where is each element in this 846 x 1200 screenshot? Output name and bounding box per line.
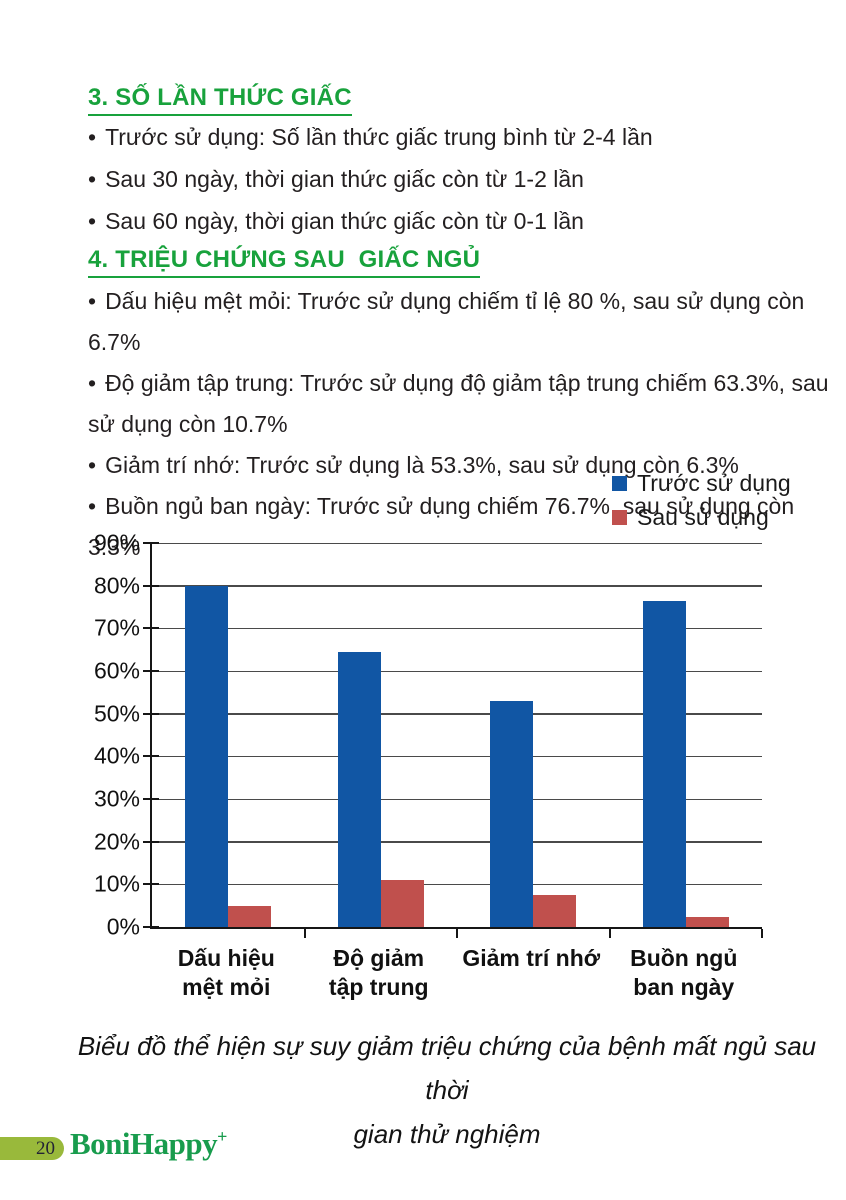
legend-swatch-red — [612, 510, 627, 525]
list-item-text: Giảm trí nhớ: Trước sử dụng là 53.3%, sa… — [105, 452, 739, 478]
chart-legend: Trước sử dụng Sau sử dụng — [612, 470, 791, 538]
list-item-text: Độ giảm tập trung: Trước sử dụng độ giảm… — [88, 370, 829, 437]
gridline — [152, 627, 762, 630]
list-item: • Sau 30 ngày, thời gian thức giấc còn từ… — [88, 158, 836, 200]
bar-Sau sử dụng — [380, 880, 424, 927]
gridline — [152, 585, 762, 587]
y-axis-label: 60% — [93, 657, 140, 684]
bar-group — [610, 543, 763, 927]
list-item-text: Dấu hiệu mệt mỏi: Trước sử dụng chiếm tỉ… — [88, 288, 805, 355]
gridline — [152, 841, 762, 843]
page-number-pill: 20 — [0, 1137, 64, 1160]
y-axis-tick — [143, 542, 159, 544]
gridline — [152, 542, 762, 544]
y-axis-label: 90% — [93, 529, 140, 556]
bar-chart-plot-area: 0% 10% 20% 30% 40% 50% 60% 70% 80% 90% — [94, 531, 763, 938]
chart-caption: Biểu đồ thể hiện sự suy giảm triệu chứng… — [77, 1031, 817, 1149]
legend-label: Sau sử dụng — [637, 504, 769, 530]
y-axis-label: 50% — [93, 700, 140, 727]
x-axis-tick — [608, 929, 611, 938]
bullet-marker: • — [88, 166, 97, 192]
bar-Trước sử dụng — [642, 600, 686, 927]
y-axis-label: 20% — [93, 828, 140, 855]
legend-swatch-blue — [612, 476, 627, 491]
category-label: Giảm trí nhớ — [462, 945, 601, 971]
bar-Trước sử dụng — [490, 700, 534, 927]
legend-item-after: Sau sử dụng — [612, 504, 791, 531]
section-4-bullets: • Dấu hiệu mệt mỏi: Trước sử dụng chiếm t… — [88, 281, 836, 568]
x-axis-tick — [303, 929, 306, 938]
y-axis-label: 30% — [93, 785, 140, 812]
bullet-marker: • — [88, 124, 97, 150]
y-axis-tick — [143, 670, 159, 673]
gridline — [152, 755, 762, 758]
list-item: • Độ giảm tập trung: Trước sử dụng độ giả… — [88, 363, 836, 445]
x-axis-tick — [761, 929, 763, 938]
list-item-text: Buồn ngủ ban ngày: Trước sử dụng chiếm 7… — [88, 493, 795, 560]
bullet-marker: • — [88, 208, 97, 234]
page-number: 20 — [36, 1138, 55, 1159]
y-axis-label: 80% — [93, 572, 140, 599]
list-item-text: Trước sử dụng: Số lần thức giấc trung bì… — [105, 124, 653, 150]
category-label: Buồn ngủ ban ngày — [630, 945, 738, 1000]
bullet-marker: • — [88, 370, 97, 396]
list-item-text: Sau 30 ngày, thời gian thức giấc còn từ … — [105, 166, 584, 192]
y-axis-tick — [143, 798, 159, 801]
legend-item-before: Trước sử dụng — [612, 470, 791, 497]
y-axis-tick — [143, 926, 159, 928]
bar-Sau sử dụng — [533, 895, 577, 927]
list-item: • Sau 60 ngày, thời gian thức giấc còn từ… — [88, 200, 836, 242]
y-axis-label: 70% — [93, 614, 140, 641]
y-axis-tick — [143, 840, 159, 843]
legend-label: Trước sử dụng — [637, 470, 791, 496]
gridline — [152, 713, 762, 715]
bullet-marker: • — [88, 452, 97, 478]
y-axis-label: 40% — [93, 742, 140, 769]
logo-plus: + — [217, 1126, 227, 1147]
bar-Trước sử dụng — [185, 585, 229, 927]
gridline — [152, 883, 762, 886]
section-heading-3: 3. SỐ LẦN THỨC GIẤC — [88, 84, 352, 116]
y-axis-tick — [143, 712, 159, 715]
y-axis-label: 10% — [93, 870, 140, 897]
list-item: • Giảm trí nhớ: Trước sử dụng là 53.3%, s… — [88, 445, 836, 486]
bullet-marker: • — [88, 493, 97, 519]
category-label: Độ giảm tập trung — [328, 945, 429, 1000]
section-3-bullets: • Trước sử dụng: Số lần thức giấc trung b… — [88, 116, 836, 242]
list-item: • Buồn ngủ ban ngày: Trước sử dụng chiếm … — [88, 486, 836, 568]
gridline — [152, 670, 762, 673]
y-axis-tick — [143, 755, 159, 758]
bullet-marker: • — [88, 288, 97, 314]
bar-group — [457, 543, 610, 927]
y-axis-label: 0% — [106, 913, 140, 940]
bar-Trước sử dụng — [337, 651, 381, 927]
bar-group — [152, 543, 305, 927]
bar-groups — [152, 543, 762, 927]
y-axis-tick — [143, 627, 159, 630]
list-item: • Trước sử dụng: Số lần thức giấc trung b… — [88, 116, 836, 158]
list-item: • Dấu hiệu mệt mỏi: Trước sử dụng chiếm t… — [88, 281, 836, 363]
bar-group — [305, 543, 458, 927]
bar-Sau sử dụng — [685, 917, 729, 927]
bonihappy-logo: BoniHappy+ — [70, 1126, 227, 1162]
y-axis-tick — [143, 584, 159, 587]
list-item-text: Sau 60 ngày, thời gian thức giấc còn từ … — [105, 208, 584, 234]
y-axis-tick — [143, 883, 159, 886]
gridline — [152, 798, 762, 801]
section-heading-4: 4. TRIỆU CHỨNG SAU GIẤC NGỦ — [88, 246, 481, 278]
bar-Sau sử dụng — [228, 905, 272, 927]
x-axis-tick — [456, 929, 458, 938]
chart-category-labels: Dấu hiệu mệt mỏi Độ giảm tập trung Giảm tr… — [150, 944, 760, 1002]
category-label: Dấu hiệu mệt mỏi — [177, 945, 275, 1000]
logo-text: BoniHappy — [70, 1126, 218, 1161]
